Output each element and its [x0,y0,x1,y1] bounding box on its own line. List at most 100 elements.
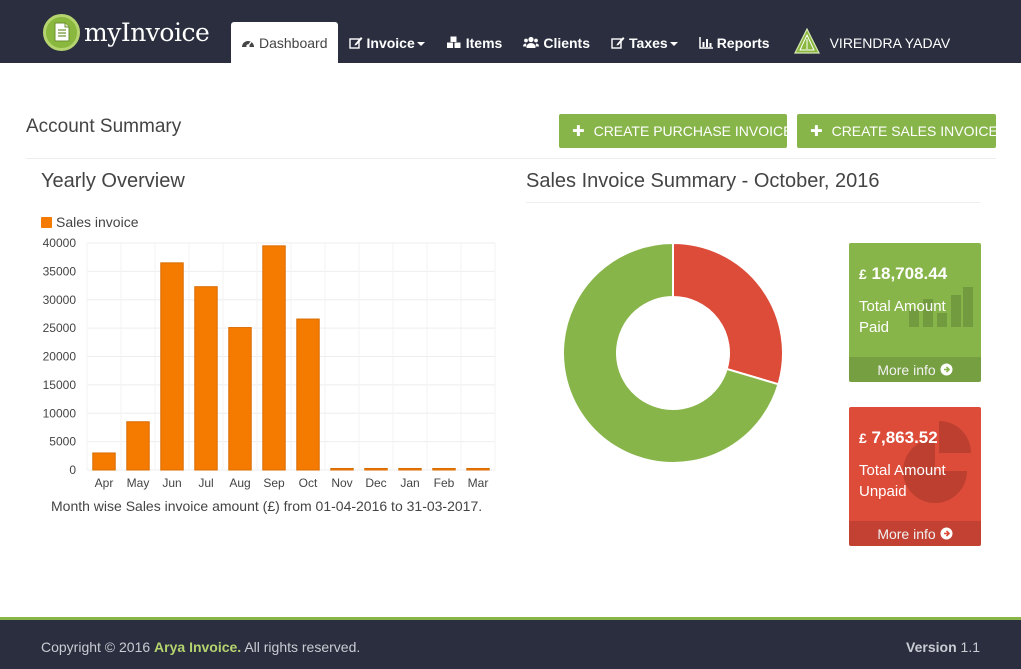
user-avatar-icon [793,27,820,57]
divider [526,202,980,203]
copyright-text: Copyright © 2016 Arya Invoice. All right… [41,639,360,655]
total-paid-amount: £ 18,708.44 [859,264,947,284]
bar-apr [92,452,116,471]
yearly-overview-title: Yearly Overview [41,170,185,192]
total-unpaid-amount: £ 7,863.52 [859,428,938,448]
donut-slice-total-amount-unpaid [672,241,784,386]
nav-reports[interactable]: Reports [688,22,780,63]
nav-dashboard-label: Dashboard [259,34,328,51]
user-menu[interactable]: VIRENDRA YADAV [780,22,950,63]
version-label: Version [906,639,957,655]
rights-text: All rights reserved. [241,639,361,655]
nav-invoice[interactable]: Invoice [338,22,435,63]
currency-symbol: £ [859,430,867,446]
plus-icon: ✚ [572,123,585,140]
arrow-circle-right-icon [940,527,953,540]
pie-chart-icon [903,421,971,503]
x-tick-label: Apr [95,476,114,490]
x-tick-label: Feb [434,476,455,490]
chart-legend: Sales invoice [41,214,139,230]
bar-mar [466,468,490,471]
y-tick-label: 35000 [43,264,77,278]
x-tick-label: Nov [331,476,352,490]
y-tick-label: 10000 [43,406,77,420]
nav-invoice-label: Invoice [366,34,415,51]
x-tick-label: Mar [468,476,489,490]
bar-chart-icon [909,287,973,327]
y-tick-label: 25000 [43,321,77,335]
x-tick-label: May [127,476,150,490]
create-purchase-invoice-button[interactable]: ✚ CREATE PURCHASE INVOICE [559,114,792,148]
bar-aug [228,327,252,471]
y-tick-label: 40000 [43,236,77,250]
y-tick-label: 15000 [43,378,77,392]
arrow-circle-right-icon [940,363,953,376]
yearly-bar-chart: 0 5000 10000 15000 20000 25000 30000 35000 40000… [43,236,496,490]
amount-value: 18,708.44 [871,264,948,283]
total-paid-box: £ 18,708.44 Total Amount Paid More info [849,243,981,382]
chevron-down-icon [669,41,678,46]
x-tick-label: Oct [299,476,318,490]
amount-value: 7,863.52 [871,428,938,447]
page-footer: Copyright © 2016 Arya Invoice. All right… [0,617,1021,669]
copyright-prefix: Copyright © 2016 [41,639,155,655]
unpaid-more-info-link[interactable]: More info [849,521,981,546]
company-link[interactable]: Arya Invoice. [154,639,242,655]
currency-symbol: £ [859,266,867,282]
nav-dashboard[interactable]: Dashboard [231,22,338,63]
chart-caption: Month wise Sales invoice amount (£) from… [51,498,483,514]
x-tick-label: Dec [365,476,386,490]
bar-chart-icon [698,36,713,49]
x-tick-label: Jan [400,476,419,490]
bar-jan [398,468,422,471]
sales-summary-donut-chart [562,241,784,464]
total-paid-label: Total Amount Paid [859,298,946,336]
x-tick-label: Aug [229,476,250,490]
edit-icon [611,36,625,49]
y-tick-label: 30000 [43,293,77,307]
brand[interactable]: myInvoice [43,12,210,52]
nav-taxes-label: Taxes [629,34,668,51]
bar-oct [296,318,320,471]
dashboard-icon [241,37,255,49]
create-sales-invoice-label: CREATE SALES INVOICE [831,123,998,139]
bar-dec [364,468,388,471]
total-unpaid-box: £ 7,863.52 Total Amount Unpaid More info [849,407,981,546]
more-info-label: More info [877,361,936,378]
chevron-down-icon [416,41,425,46]
more-info-label: More info [877,525,936,542]
bar-may [126,421,150,471]
legend-swatch [41,216,52,228]
bar-nov [330,468,354,471]
nav-items-label: Items [465,34,503,51]
create-sales-invoice-button[interactable]: ✚ CREATE SALES INVOICE [797,114,998,148]
nav-clients-label: Clients [543,34,591,51]
sales-summary-title: Sales Invoice Summary - October, 2016 [526,170,880,192]
bar-feb [432,468,456,471]
bar-jun [160,262,184,471]
plus-icon: ✚ [810,123,823,140]
cubes-icon [446,36,462,49]
legend-label: Sales invoice [56,214,139,230]
nav-clients[interactable]: Clients [512,22,600,63]
version-number: 1.1 [960,639,980,655]
donut-slice-total-amount-paid [562,241,780,464]
x-tick-label: Jul [198,476,213,490]
bar-jul [194,286,218,471]
paid-more-info-link[interactable]: More info [849,357,981,382]
create-purchase-invoice-label: CREATE PURCHASE INVOICE [593,123,793,139]
top-navbar: myInvoice Dashboard Invoice Items C [0,0,1021,63]
x-tick-label: Jun [162,476,181,490]
y-tick-label: 0 [69,463,76,477]
nav-reports-label: Reports [716,34,770,51]
edit-icon [348,36,363,49]
nav-items[interactable]: Items [435,22,513,63]
invoice-logo-icon [43,13,80,51]
users-icon [523,36,540,49]
brand-name: myInvoice [84,17,210,47]
version-text: Version 1.1 [906,639,980,655]
x-tick-label: Sep [263,476,285,490]
y-tick-label: 20000 [43,350,77,364]
nav-taxes[interactable]: Taxes [600,22,688,63]
bar-sep [262,245,286,471]
